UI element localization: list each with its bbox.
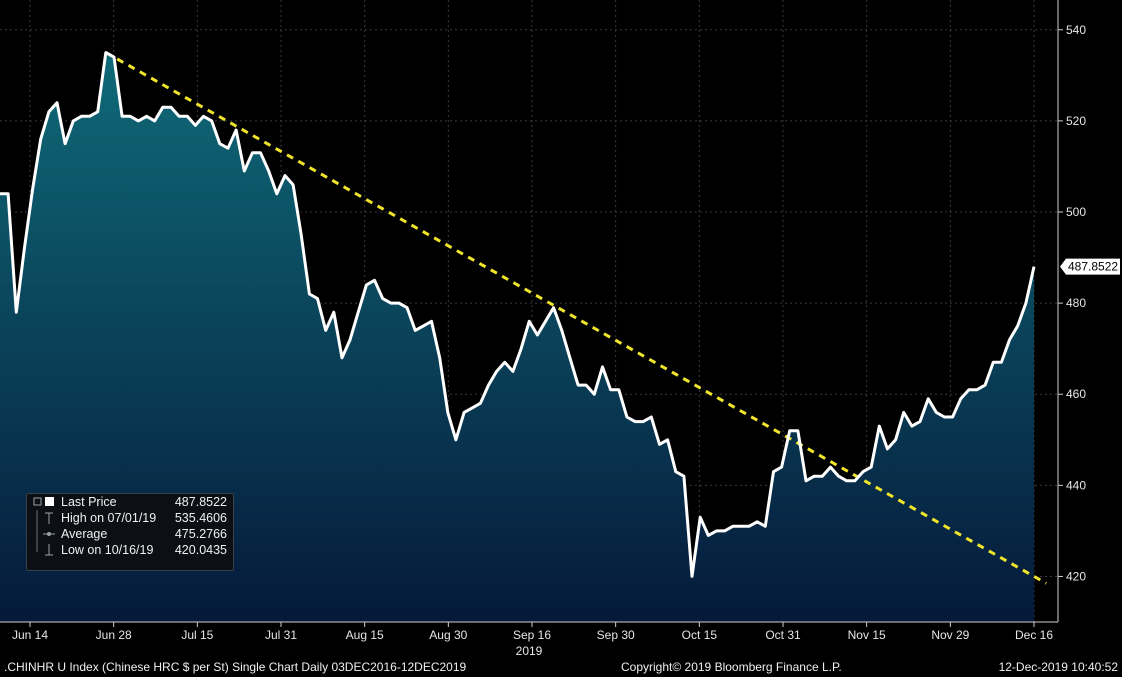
- x-year-label: 2019: [516, 644, 543, 658]
- y-tick-label: 500: [1066, 205, 1086, 219]
- trendline: [105, 51, 1047, 585]
- legend-value: 420.0435: [174, 543, 227, 557]
- x-tick-label: Aug 15: [346, 628, 384, 642]
- legend-row-low: Low on 10/16/19 420.0435: [27, 542, 233, 558]
- legend-box: Last Price 487.8522 High on 07/01/19 535…: [26, 493, 234, 571]
- y-axis-ticks: 420 440 460 480 500 520 540: [1058, 23, 1086, 583]
- legend-label: Last Price: [61, 495, 117, 509]
- legend-value: 487.8522: [174, 495, 227, 509]
- legend-label: High on 07/01/19: [61, 511, 157, 525]
- x-tick-label: Aug 30: [429, 628, 467, 642]
- x-tick-label: Nov 15: [848, 628, 886, 642]
- legend-row-average: Average 475.2766: [27, 526, 233, 542]
- x-tick-label: Nov 29: [931, 628, 969, 642]
- legend-row-last-price: Last Price 487.8522: [27, 494, 233, 510]
- footer-chart-info: .CHINHR U Index (Chinese HRC $ per St) S…: [4, 660, 467, 674]
- y-tick-label: 440: [1066, 478, 1086, 492]
- x-tick-label: Oct 31: [765, 628, 801, 642]
- x-axis-ticks: Jun 14 Jun 28 Jul 15 Jul 31 Aug 15 Aug 30 Sep …: [12, 622, 1053, 642]
- x-tick-label: Jun 14: [12, 628, 48, 642]
- x-tick-label: Dec 16: [1015, 628, 1053, 642]
- footer-timestamp: 12-Dec-2019 10:40:52: [998, 660, 1118, 674]
- legend-value: 475.2766: [174, 527, 227, 541]
- legend-low-icon: [33, 542, 55, 558]
- footer-copyright: Copyright© 2019 Bloomberg Finance L.P.: [621, 660, 842, 674]
- price-area: [0, 52, 1034, 623]
- y-tick-label: 480: [1066, 296, 1086, 310]
- legend-label: Average: [61, 527, 108, 541]
- legend-average-icon: [33, 526, 55, 542]
- legend-high-icon: [33, 510, 55, 526]
- y-tick-label: 540: [1066, 23, 1086, 37]
- legend-value: 535.4606: [174, 511, 227, 525]
- price-line: [0, 51, 1036, 578]
- legend-last-price-icon: [33, 494, 55, 510]
- x-tick-label: Jul 31: [265, 628, 297, 642]
- y-tick-label: 520: [1066, 114, 1086, 128]
- last-price-tag-shape: [1060, 258, 1120, 275]
- last-price-tag: 487.8522: [1060, 258, 1120, 275]
- y-tick-label: 420: [1066, 569, 1086, 583]
- legend-row-high: High on 07/01/19 535.4606: [27, 510, 233, 526]
- x-tick-label: Jun 28: [96, 628, 132, 642]
- x-tick-label: Oct 15: [682, 628, 718, 642]
- x-tick-label: Sep 16: [513, 628, 551, 642]
- x-tick-label: Jul 15: [181, 628, 213, 642]
- legend-label: Low on 10/16/19: [61, 543, 154, 557]
- y-tick-label: 460: [1066, 387, 1086, 401]
- x-tick-label: Sep 30: [597, 628, 635, 642]
- last-price-tag-text: 487.8522: [1068, 260, 1118, 274]
